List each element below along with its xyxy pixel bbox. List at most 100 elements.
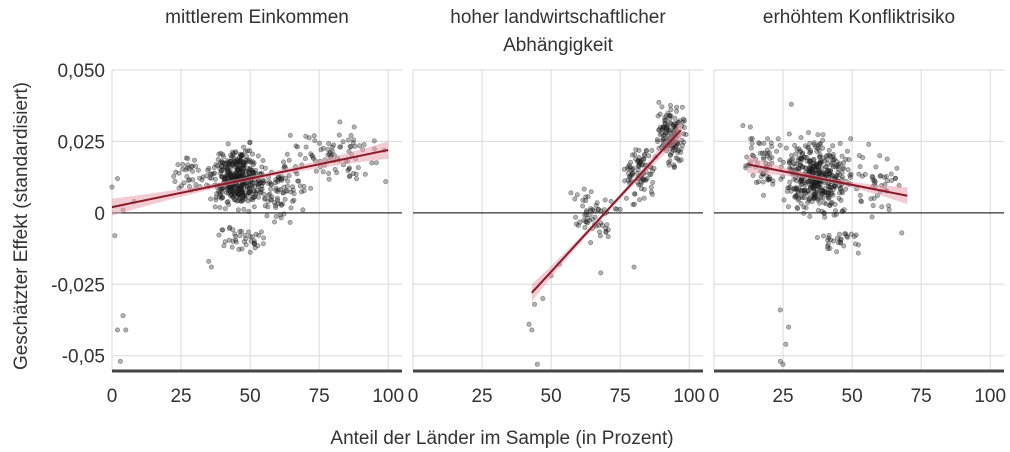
scatter-point — [233, 173, 239, 179]
scatter-point — [635, 158, 641, 164]
scatter-point — [676, 158, 682, 164]
scatter-point — [218, 150, 224, 156]
mark-layer — [109, 99, 908, 367]
scatter-point — [231, 159, 237, 165]
scatter-point — [671, 165, 677, 171]
scatter-point — [603, 229, 609, 235]
scatter-point — [228, 192, 234, 198]
scatter-point — [665, 110, 671, 116]
scatter-point — [817, 141, 823, 147]
scatter-point — [792, 143, 798, 149]
y-tick-label: -0,05 — [62, 347, 105, 368]
scatter-point — [186, 166, 192, 172]
scatter-point — [857, 192, 863, 198]
scatter-point — [588, 189, 594, 195]
scatter-point — [796, 155, 802, 161]
scatter-point — [175, 162, 181, 168]
scatter-point — [594, 200, 600, 206]
scatter-point — [236, 188, 242, 194]
scatter-point — [765, 176, 771, 182]
scatter-point — [820, 195, 826, 201]
scatter-point — [218, 173, 224, 179]
scatter-point — [262, 195, 268, 201]
scatter-point — [820, 171, 826, 177]
scatter-point — [250, 170, 256, 176]
scatter-point — [659, 131, 665, 137]
scatter-point — [843, 231, 849, 237]
scatter-point — [357, 143, 363, 149]
x-tick-label: 50 — [541, 386, 562, 407]
scatter-point — [242, 160, 248, 166]
scatter-point — [760, 192, 766, 198]
scatter-point — [886, 207, 892, 213]
scatter-point — [227, 161, 233, 167]
scatter-point — [297, 183, 303, 189]
scatter-point — [816, 170, 822, 176]
scatter-point — [229, 174, 235, 180]
scatter-point — [296, 178, 302, 184]
scatter-point — [229, 186, 235, 192]
scatter-point — [373, 160, 379, 166]
scatter-point — [235, 167, 241, 173]
scatter-point — [320, 169, 326, 175]
scatter-point — [184, 174, 190, 180]
scatter-point — [217, 205, 223, 211]
scatter-point — [671, 162, 677, 168]
scatter-point — [241, 194, 247, 200]
scatter-point — [208, 264, 214, 270]
scatter-point — [837, 237, 843, 243]
scatter-point — [250, 169, 256, 175]
scatter-point — [765, 151, 771, 157]
scatter-point — [235, 186, 241, 192]
scatter-point — [238, 159, 244, 165]
scatter-point — [786, 324, 792, 330]
x-tick-label: 75 — [610, 386, 631, 407]
scatter-point — [662, 117, 668, 123]
scatter-point — [761, 156, 767, 162]
scatter-point — [825, 195, 831, 201]
scatter-point — [231, 173, 237, 179]
scatter-point — [629, 171, 635, 177]
scatter-point — [830, 152, 836, 158]
scatter-point — [662, 132, 668, 138]
scatter-point — [797, 162, 803, 168]
scatter-point — [255, 243, 261, 249]
scatter-point — [241, 165, 247, 171]
scatter-point — [605, 227, 611, 233]
scatter-point — [248, 188, 254, 194]
scatter-point — [805, 144, 811, 150]
scatter-point — [230, 227, 236, 233]
scatter-point — [226, 161, 232, 167]
scatter-point — [529, 327, 535, 333]
scatter-point — [667, 113, 673, 119]
scatter-point — [280, 201, 286, 207]
scatter-point — [602, 197, 608, 203]
scatter-point — [282, 175, 288, 181]
scatter-point — [623, 195, 629, 201]
scatter-point — [848, 231, 854, 237]
scatter-point — [112, 233, 118, 239]
scatter-point — [235, 159, 241, 165]
scatter-point — [826, 147, 832, 153]
scatter-point — [637, 162, 643, 168]
scatter-point — [236, 185, 242, 191]
scatter-point — [216, 151, 222, 157]
scatter-point — [749, 136, 755, 142]
scatter-point — [588, 206, 594, 212]
scatter-point — [217, 194, 223, 200]
scatter-point — [259, 164, 265, 170]
scatter-point — [632, 152, 638, 158]
scatter-point — [807, 140, 813, 146]
scatter-point — [225, 166, 231, 172]
scatter-point — [805, 200, 811, 206]
scatter-point — [820, 155, 826, 161]
scatter-point — [246, 229, 252, 235]
scatter-point — [287, 132, 293, 138]
scatter-point — [235, 186, 241, 192]
scatter-point — [808, 167, 814, 173]
scatter-point — [659, 127, 665, 133]
scatter-point — [531, 301, 537, 307]
scatter-point — [666, 162, 672, 168]
scatter-point — [233, 185, 239, 191]
